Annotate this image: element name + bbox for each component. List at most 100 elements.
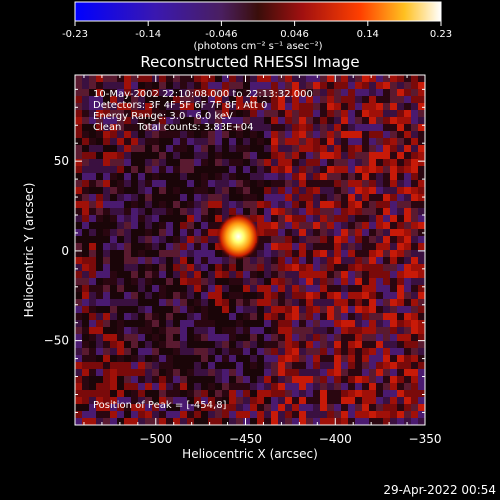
heatmap-cell bbox=[306, 306, 313, 313]
heatmap-cell bbox=[96, 299, 103, 306]
heatmap-cell bbox=[418, 173, 425, 180]
heatmap-cell bbox=[369, 159, 376, 166]
heatmap-cell bbox=[390, 278, 397, 285]
heatmap-cell bbox=[110, 145, 117, 152]
heatmap-cell bbox=[117, 299, 124, 306]
heatmap-cell bbox=[348, 418, 355, 425]
heatmap-cell bbox=[166, 278, 173, 285]
heatmap-cell bbox=[89, 117, 96, 124]
heatmap-cell bbox=[145, 320, 152, 327]
heatmap-cell bbox=[96, 327, 103, 334]
heatmap-cell bbox=[187, 411, 194, 418]
heatmap-cell bbox=[173, 313, 180, 320]
heatmap-cell bbox=[285, 397, 292, 404]
x-tick-label: −400 bbox=[319, 432, 352, 446]
heatmap-cell bbox=[89, 313, 96, 320]
heatmap-cell bbox=[264, 320, 271, 327]
heatmap-cell bbox=[173, 152, 180, 159]
heatmap-cell bbox=[166, 334, 173, 341]
heatmap-cell bbox=[173, 250, 180, 257]
colorbar-tick-label: 0.046 bbox=[280, 29, 309, 40]
heatmap-cell bbox=[159, 194, 166, 201]
heatmap-cell bbox=[411, 390, 418, 397]
heatmap-cell bbox=[376, 229, 383, 236]
heatmap-cell bbox=[292, 131, 299, 138]
heatmap-cell bbox=[250, 124, 257, 131]
heatmap-cell bbox=[82, 313, 89, 320]
heatmap-cell bbox=[152, 187, 159, 194]
heatmap-cell bbox=[110, 334, 117, 341]
heatmap-cell bbox=[96, 110, 103, 117]
heatmap-cell bbox=[145, 180, 152, 187]
heatmap-cell bbox=[166, 285, 173, 292]
heatmap-cell bbox=[138, 292, 145, 299]
heatmap-cell bbox=[236, 173, 243, 180]
heatmap-cell bbox=[236, 180, 243, 187]
heatmap-cell bbox=[103, 355, 110, 362]
heatmap-cell bbox=[229, 334, 236, 341]
heatmap-cell bbox=[299, 341, 306, 348]
heatmap-cell bbox=[383, 208, 390, 215]
heatmap-cell bbox=[201, 257, 208, 264]
heatmap-cell bbox=[166, 103, 173, 110]
heatmap-cell bbox=[411, 348, 418, 355]
heatmap-cell bbox=[397, 292, 404, 299]
heatmap-cell bbox=[124, 299, 131, 306]
heatmap-cell bbox=[201, 327, 208, 334]
heatmap-cell bbox=[257, 411, 264, 418]
heatmap-cell bbox=[397, 250, 404, 257]
heatmap-cell bbox=[390, 82, 397, 89]
heatmap-cell bbox=[369, 152, 376, 159]
heatmap-cell bbox=[208, 383, 215, 390]
heatmap-cell bbox=[194, 327, 201, 334]
heatmap-cell bbox=[166, 264, 173, 271]
heatmap-cell bbox=[320, 173, 327, 180]
heatmap-cell bbox=[103, 348, 110, 355]
heatmap-cell bbox=[397, 208, 404, 215]
heatmap-cell bbox=[390, 201, 397, 208]
heatmap-cell bbox=[292, 264, 299, 271]
heatmap-cell bbox=[75, 208, 82, 215]
heatmap-cell bbox=[404, 173, 411, 180]
heatmap-cell bbox=[180, 180, 187, 187]
heatmap-cell bbox=[250, 313, 257, 320]
heatmap-cell bbox=[145, 131, 152, 138]
heatmap-cell bbox=[208, 278, 215, 285]
heatmap-cell bbox=[397, 138, 404, 145]
heatmap-cell bbox=[243, 348, 250, 355]
heatmap-cell bbox=[355, 75, 362, 82]
heatmap-cell bbox=[110, 82, 117, 89]
heatmap-cell bbox=[397, 418, 404, 425]
heatmap-cell bbox=[96, 89, 103, 96]
heatmap-cell bbox=[320, 243, 327, 250]
heatmap-cell bbox=[341, 369, 348, 376]
heatmap-cell bbox=[96, 355, 103, 362]
heatmap-cell bbox=[145, 159, 152, 166]
heatmap-cell bbox=[278, 243, 285, 250]
heatmap-cell bbox=[187, 390, 194, 397]
heatmap-cell bbox=[159, 369, 166, 376]
heatmap-cell bbox=[411, 173, 418, 180]
heatmap-cell bbox=[110, 222, 117, 229]
heatmap-cell bbox=[180, 313, 187, 320]
heatmap-cell bbox=[292, 89, 299, 96]
heatmap-cell bbox=[229, 257, 236, 264]
heatmap-cell bbox=[341, 320, 348, 327]
heatmap-cell bbox=[215, 145, 222, 152]
heatmap-cell bbox=[257, 334, 264, 341]
heatmap-cell bbox=[397, 194, 404, 201]
heatmap-cell bbox=[341, 96, 348, 103]
heatmap-cell bbox=[411, 103, 418, 110]
heatmap-cell bbox=[320, 124, 327, 131]
heatmap-cell bbox=[306, 278, 313, 285]
heatmap-cell bbox=[180, 327, 187, 334]
heatmap-cell bbox=[159, 278, 166, 285]
heatmap-cell bbox=[278, 152, 285, 159]
heatmap-cell bbox=[145, 145, 152, 152]
heatmap-cell bbox=[390, 194, 397, 201]
heatmap-cell bbox=[75, 348, 82, 355]
heatmap-cell bbox=[348, 292, 355, 299]
heatmap-cell bbox=[201, 411, 208, 418]
heatmap-cell bbox=[348, 180, 355, 187]
heatmap-cell bbox=[180, 306, 187, 313]
